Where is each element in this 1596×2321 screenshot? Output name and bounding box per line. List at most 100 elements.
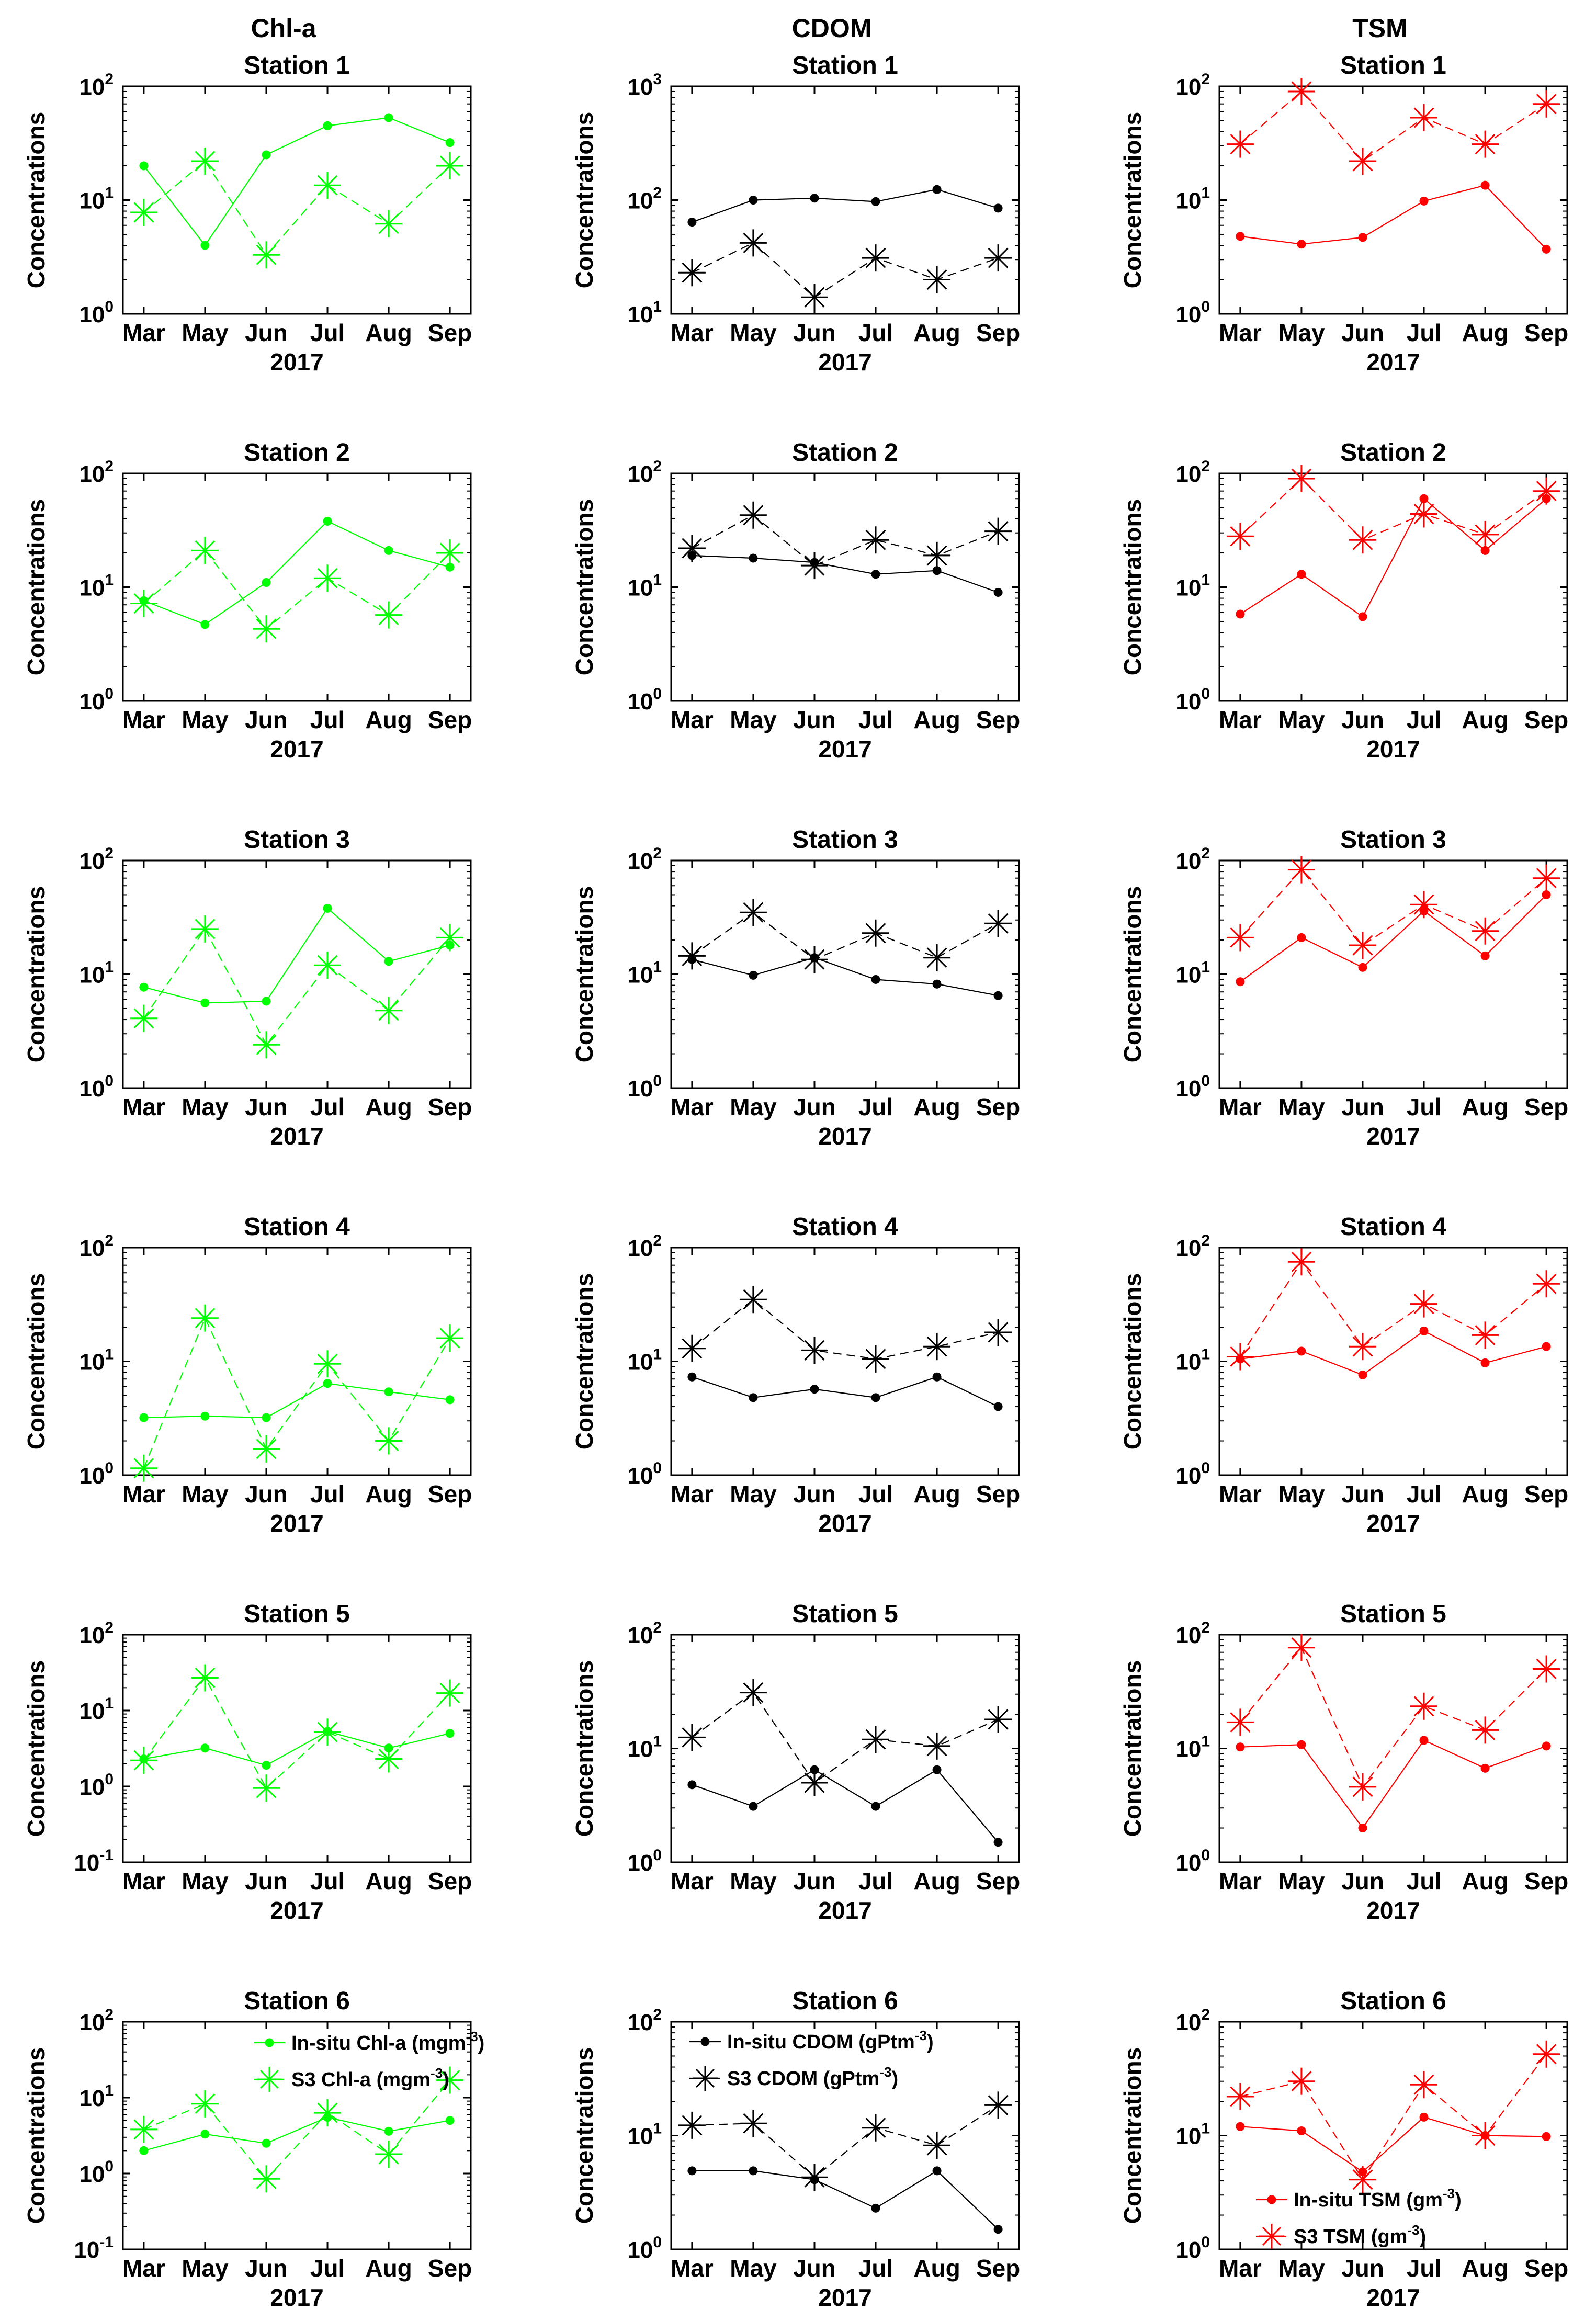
- x-tick-label: Jun: [1341, 1093, 1384, 1120]
- data-point-s3: [862, 244, 889, 272]
- x-tick-label: Mar: [1219, 319, 1262, 346]
- data-point-insitu: [871, 975, 880, 984]
- x-tick-label: Sep: [428, 1093, 472, 1120]
- column-title-tsm: TSM: [1352, 14, 1408, 43]
- x-tick-label: Jun: [793, 1867, 836, 1895]
- x-tick-label: Jul: [858, 1867, 893, 1895]
- panel-title: Station 6: [244, 1987, 350, 2015]
- data-point-s3: [1472, 917, 1499, 945]
- series-line-insitu: [692, 957, 999, 997]
- data-point-s3: [1349, 1333, 1376, 1361]
- legend-label-superscript: -3: [915, 2028, 927, 2043]
- y-tick-label: 102: [79, 458, 114, 487]
- x-tick-label: Aug: [365, 319, 412, 346]
- data-point-insitu: [993, 991, 1003, 1000]
- data-point-s3: [1472, 130, 1499, 158]
- legend-label: In-situ CDOM (gPtm-3): [727, 2028, 934, 2053]
- data-point-s3: [801, 2164, 828, 2191]
- legend-label: S3 TSM (gm-3): [1294, 2222, 1426, 2248]
- data-point-s3: [1287, 856, 1315, 884]
- data-point-s3: [862, 1726, 889, 1753]
- data-point-insitu: [749, 2166, 758, 2176]
- series-line-s3: [1239, 1261, 1547, 1357]
- panel-title: Station 3: [792, 826, 898, 854]
- data-point-s3: [801, 552, 828, 580]
- x-tick-label: Jul: [310, 706, 345, 733]
- x-tick-label: May: [730, 1093, 777, 1120]
- x-tick-label: Jun: [793, 1093, 836, 1120]
- x-tick-label: Sep: [1524, 319, 1568, 346]
- y-tick-label: 10-1: [74, 1847, 114, 1876]
- series-line-insitu: [1240, 184, 1547, 250]
- legend-marker-s3: [693, 2066, 718, 2091]
- legend-label-superscript: -3: [431, 2065, 443, 2081]
- data-point-insitu: [1419, 1736, 1429, 1745]
- y-axis-label: Concentrations: [22, 1273, 50, 1450]
- x-axis-label: 2017: [1366, 735, 1420, 763]
- data-point-s3: [1349, 1773, 1376, 1801]
- y-axis-label: Concentrations: [1119, 886, 1146, 1062]
- y-tick-label: 100: [79, 1072, 114, 1102]
- x-tick-label: Aug: [913, 706, 960, 733]
- y-tick-label: 101: [627, 2120, 662, 2149]
- data-point-insitu: [1358, 1370, 1367, 1379]
- data-point-s3: [130, 1004, 157, 1032]
- x-tick-label: Sep: [428, 706, 472, 733]
- x-tick-label: Aug: [365, 2255, 412, 2282]
- data-point-s3: [375, 1427, 403, 1455]
- data-point-insitu: [932, 2166, 942, 2176]
- x-tick-label: Jun: [793, 1480, 836, 1508]
- x-tick-label: Mar: [671, 1480, 714, 1508]
- data-point-insitu: [1542, 2132, 1551, 2141]
- x-tick-label: Mar: [671, 706, 714, 733]
- y-tick-label: 102: [1175, 845, 1210, 874]
- y-axis-label: Concentrations: [1119, 1660, 1146, 1837]
- y-axis-label: Concentrations: [22, 112, 50, 288]
- data-point-insitu: [871, 1802, 880, 1811]
- data-point-s3: [436, 539, 464, 567]
- data-point-insitu: [262, 150, 271, 160]
- data-point-insitu: [200, 1743, 210, 1753]
- y-tick-label: 100: [1175, 2234, 1210, 2263]
- data-point-s3: [1226, 924, 1254, 952]
- data-point-s3: [923, 944, 951, 971]
- x-tick-label: May: [730, 1480, 777, 1508]
- x-tick-label: Sep: [976, 2255, 1020, 2282]
- x-tick-label: Jul: [310, 1093, 345, 1120]
- data-point-insitu: [323, 903, 332, 913]
- x-axis-label: 2017: [1366, 1510, 1420, 1537]
- x-tick-label: Jul: [1407, 1480, 1441, 1508]
- y-tick-label: 100: [79, 1771, 114, 1800]
- y-tick-label: 100: [1175, 1459, 1210, 1489]
- panel-title: Station 1: [792, 52, 898, 80]
- data-point-s3: [375, 601, 403, 629]
- data-point-insitu: [993, 203, 1003, 213]
- y-tick-label: 100: [1175, 1847, 1210, 1876]
- series-line-insitu: [692, 554, 999, 593]
- panels-group: 100 101 102 Mar May Jun Jul Aug Sep Station 1 2017…: [22, 52, 1568, 2311]
- series-line-s3: [692, 2104, 999, 2178]
- x-axis-label: 2017: [270, 1123, 323, 1150]
- data-point-s3: [1533, 2040, 1560, 2068]
- data-point-s3: [862, 526, 889, 554]
- data-point-s3: [191, 915, 219, 943]
- y-axis-label: Concentrations: [1119, 1273, 1146, 1450]
- x-tick-label: Jul: [858, 706, 893, 733]
- data-point-s3: [1287, 78, 1315, 105]
- x-tick-label: May: [182, 706, 229, 733]
- x-tick-label: May: [1278, 1093, 1325, 1120]
- x-tick-label: May: [1278, 319, 1325, 346]
- legend-label: S3 CDOM (gPtm-3): [727, 2064, 898, 2090]
- y-tick-label: 10-1: [74, 2234, 114, 2263]
- y-tick-label: 102: [627, 2006, 662, 2035]
- data-point-insitu: [1236, 232, 1245, 241]
- column-title-chla: Chl-a: [251, 14, 317, 43]
- legend-label: S3 Chl-a (mgm-3): [291, 2065, 449, 2091]
- axes-box: [122, 85, 472, 315]
- data-point-insitu: [993, 1838, 1003, 1847]
- data-point-insitu: [810, 1385, 819, 1394]
- data-point-insitu: [871, 1393, 880, 1402]
- series-line-insitu: [143, 2116, 450, 2152]
- data-point-insitu: [749, 553, 758, 563]
- legend-marker-s3: [257, 2067, 282, 2092]
